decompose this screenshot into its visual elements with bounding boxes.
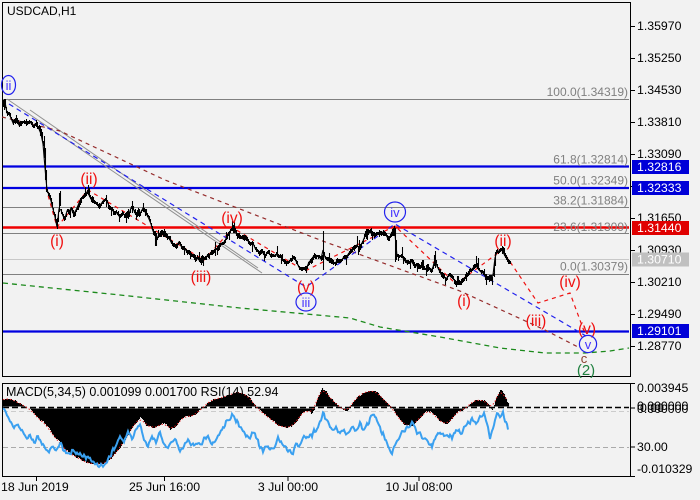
svg-text:10 Jul 08:00: 10 Jul 08:00: [385, 480, 452, 494]
svg-text:-0.010329: -0.010329: [637, 462, 693, 476]
svg-text:38.2(1.31884): 38.2(1.31884): [553, 194, 628, 208]
svg-text:50.0(1.32349): 50.0(1.32349): [553, 174, 628, 188]
svg-text:100.0(1.34319): 100.0(1.34319): [547, 85, 628, 99]
svg-text:3 Jul 00:00: 3 Jul 00:00: [258, 480, 318, 494]
svg-text:(iii): (iii): [191, 269, 212, 286]
svg-text:(iii): (iii): [526, 313, 547, 330]
svg-text:0.000000: 0.000000: [637, 399, 688, 413]
svg-text:ii: ii: [6, 78, 12, 93]
svg-text:(ii): (ii): [80, 171, 97, 188]
svg-text:0.000000: 0.000000: [637, 402, 688, 416]
svg-text:v: v: [585, 337, 592, 352]
svg-text:1.34530: 1.34530: [637, 83, 682, 97]
svg-text:1.35250: 1.35250: [637, 51, 682, 65]
svg-text:0.003945: 0.003945: [637, 381, 688, 395]
svg-text:25 Jun 16:00: 25 Jun 16:00: [129, 480, 200, 494]
svg-text:1.30210: 1.30210: [637, 275, 682, 289]
svg-text:(v): (v): [578, 321, 596, 338]
svg-text:MACD(5,34,5) 0.001099 0.001700: MACD(5,34,5) 0.001099 0.001700 RSI(14) 5…: [6, 385, 278, 399]
svg-text:(iv): (iv): [221, 210, 243, 227]
svg-text:1.35970: 1.35970: [637, 19, 682, 33]
svg-text:iv: iv: [390, 205, 400, 220]
svg-text:(ii): (ii): [494, 233, 511, 250]
svg-text:1.29101: 1.29101: [637, 324, 682, 338]
svg-text:0.00: 0.00: [640, 401, 664, 415]
svg-text:1.30710: 1.30710: [637, 253, 682, 267]
svg-text:USDCAD,H1: USDCAD,H1: [7, 4, 77, 18]
svg-text:c: c: [581, 351, 588, 366]
svg-text:1.32333: 1.32333: [637, 181, 682, 195]
svg-text:0.0(1.30379): 0.0(1.30379): [560, 260, 628, 274]
svg-text:1.31440: 1.31440: [637, 221, 682, 235]
svg-text:61.8(1.32814): 61.8(1.32814): [553, 153, 628, 167]
svg-text:1.33810: 1.33810: [637, 115, 682, 129]
svg-text:1.28770: 1.28770: [637, 339, 682, 353]
svg-text:30.00: 30.00: [637, 440, 668, 454]
svg-text:iii: iii: [302, 295, 311, 310]
svg-text:(i): (i): [50, 233, 64, 250]
svg-text:(2): (2): [577, 362, 595, 379]
svg-text:23.6(1.31309): 23.6(1.31309): [553, 220, 628, 234]
svg-text:(v): (v): [297, 279, 315, 296]
svg-text:1.32816: 1.32816: [637, 160, 682, 174]
svg-text:(iv): (iv): [559, 274, 581, 291]
svg-text:(i): (i): [457, 293, 471, 310]
svg-text:18 Jun 2019: 18 Jun 2019: [1, 480, 69, 494]
svg-text:1.29490: 1.29490: [637, 307, 682, 321]
svg-text:1.33090: 1.33090: [637, 147, 682, 161]
